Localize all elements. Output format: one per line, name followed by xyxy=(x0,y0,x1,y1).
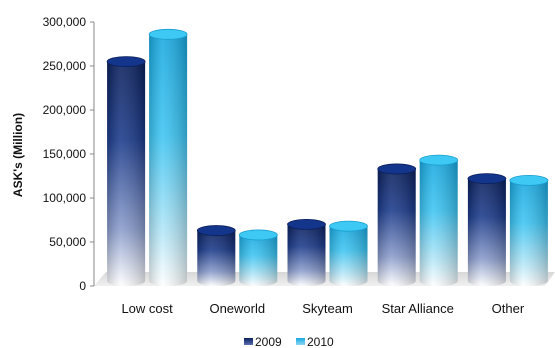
y-tick-label: 50,000 xyxy=(49,235,86,249)
bar-shading xyxy=(467,178,506,286)
bar-top-2009 xyxy=(106,56,146,67)
legend: 2009 2010 xyxy=(244,335,334,348)
legend-label-2010: 2010 xyxy=(307,335,334,348)
bar-top-2010 xyxy=(419,154,459,166)
y-tick-label: 250,000 xyxy=(43,59,87,73)
bar-shading xyxy=(329,226,368,286)
bar-shading xyxy=(509,180,548,286)
bar-shading xyxy=(377,168,416,286)
y-axis-title: ASK's (Million) xyxy=(11,113,25,197)
bar-shading xyxy=(239,234,278,286)
bar-top-2010 xyxy=(148,28,188,40)
x-axis: Low cost Oneworld Skyteam Star Alliance Othe… xyxy=(121,301,524,316)
y-tick-label: 100,000 xyxy=(43,191,87,205)
bar-top-2009 xyxy=(196,225,236,236)
x-category-label: Skyteam xyxy=(302,301,353,316)
bar-shading xyxy=(107,61,146,286)
x-category-label: Oneworld xyxy=(209,301,265,316)
y-axis: 0 50,000 100,000 150,000 200,000 250,000 300,0… xyxy=(43,15,94,293)
y-tick-label: 150,000 xyxy=(43,147,87,161)
legend-label-2009: 2009 xyxy=(255,335,282,348)
x-category-label: Low cost xyxy=(121,301,173,316)
bar-shading xyxy=(287,224,326,286)
bar-top-2010 xyxy=(238,229,278,241)
x-category-label: Other xyxy=(492,301,525,316)
bar-top-2010 xyxy=(329,220,368,232)
y-tick-label: 200,000 xyxy=(43,103,87,117)
bar-shading xyxy=(419,160,458,286)
y-tick-label: 0 xyxy=(79,279,86,293)
y-tick-label: 300,000 xyxy=(43,15,87,29)
bar-shading xyxy=(149,34,188,286)
legend-swatch-2009 xyxy=(244,338,253,345)
bar-top-2009 xyxy=(377,163,417,175)
bar-top-2010 xyxy=(509,174,549,186)
bars-group xyxy=(106,28,549,286)
x-category-label: Star Alliance xyxy=(382,301,454,316)
bar-top-2009 xyxy=(287,218,326,230)
bar-top-2009 xyxy=(467,173,507,185)
bar-shading xyxy=(197,230,236,286)
legend-swatch-2010 xyxy=(296,338,305,345)
